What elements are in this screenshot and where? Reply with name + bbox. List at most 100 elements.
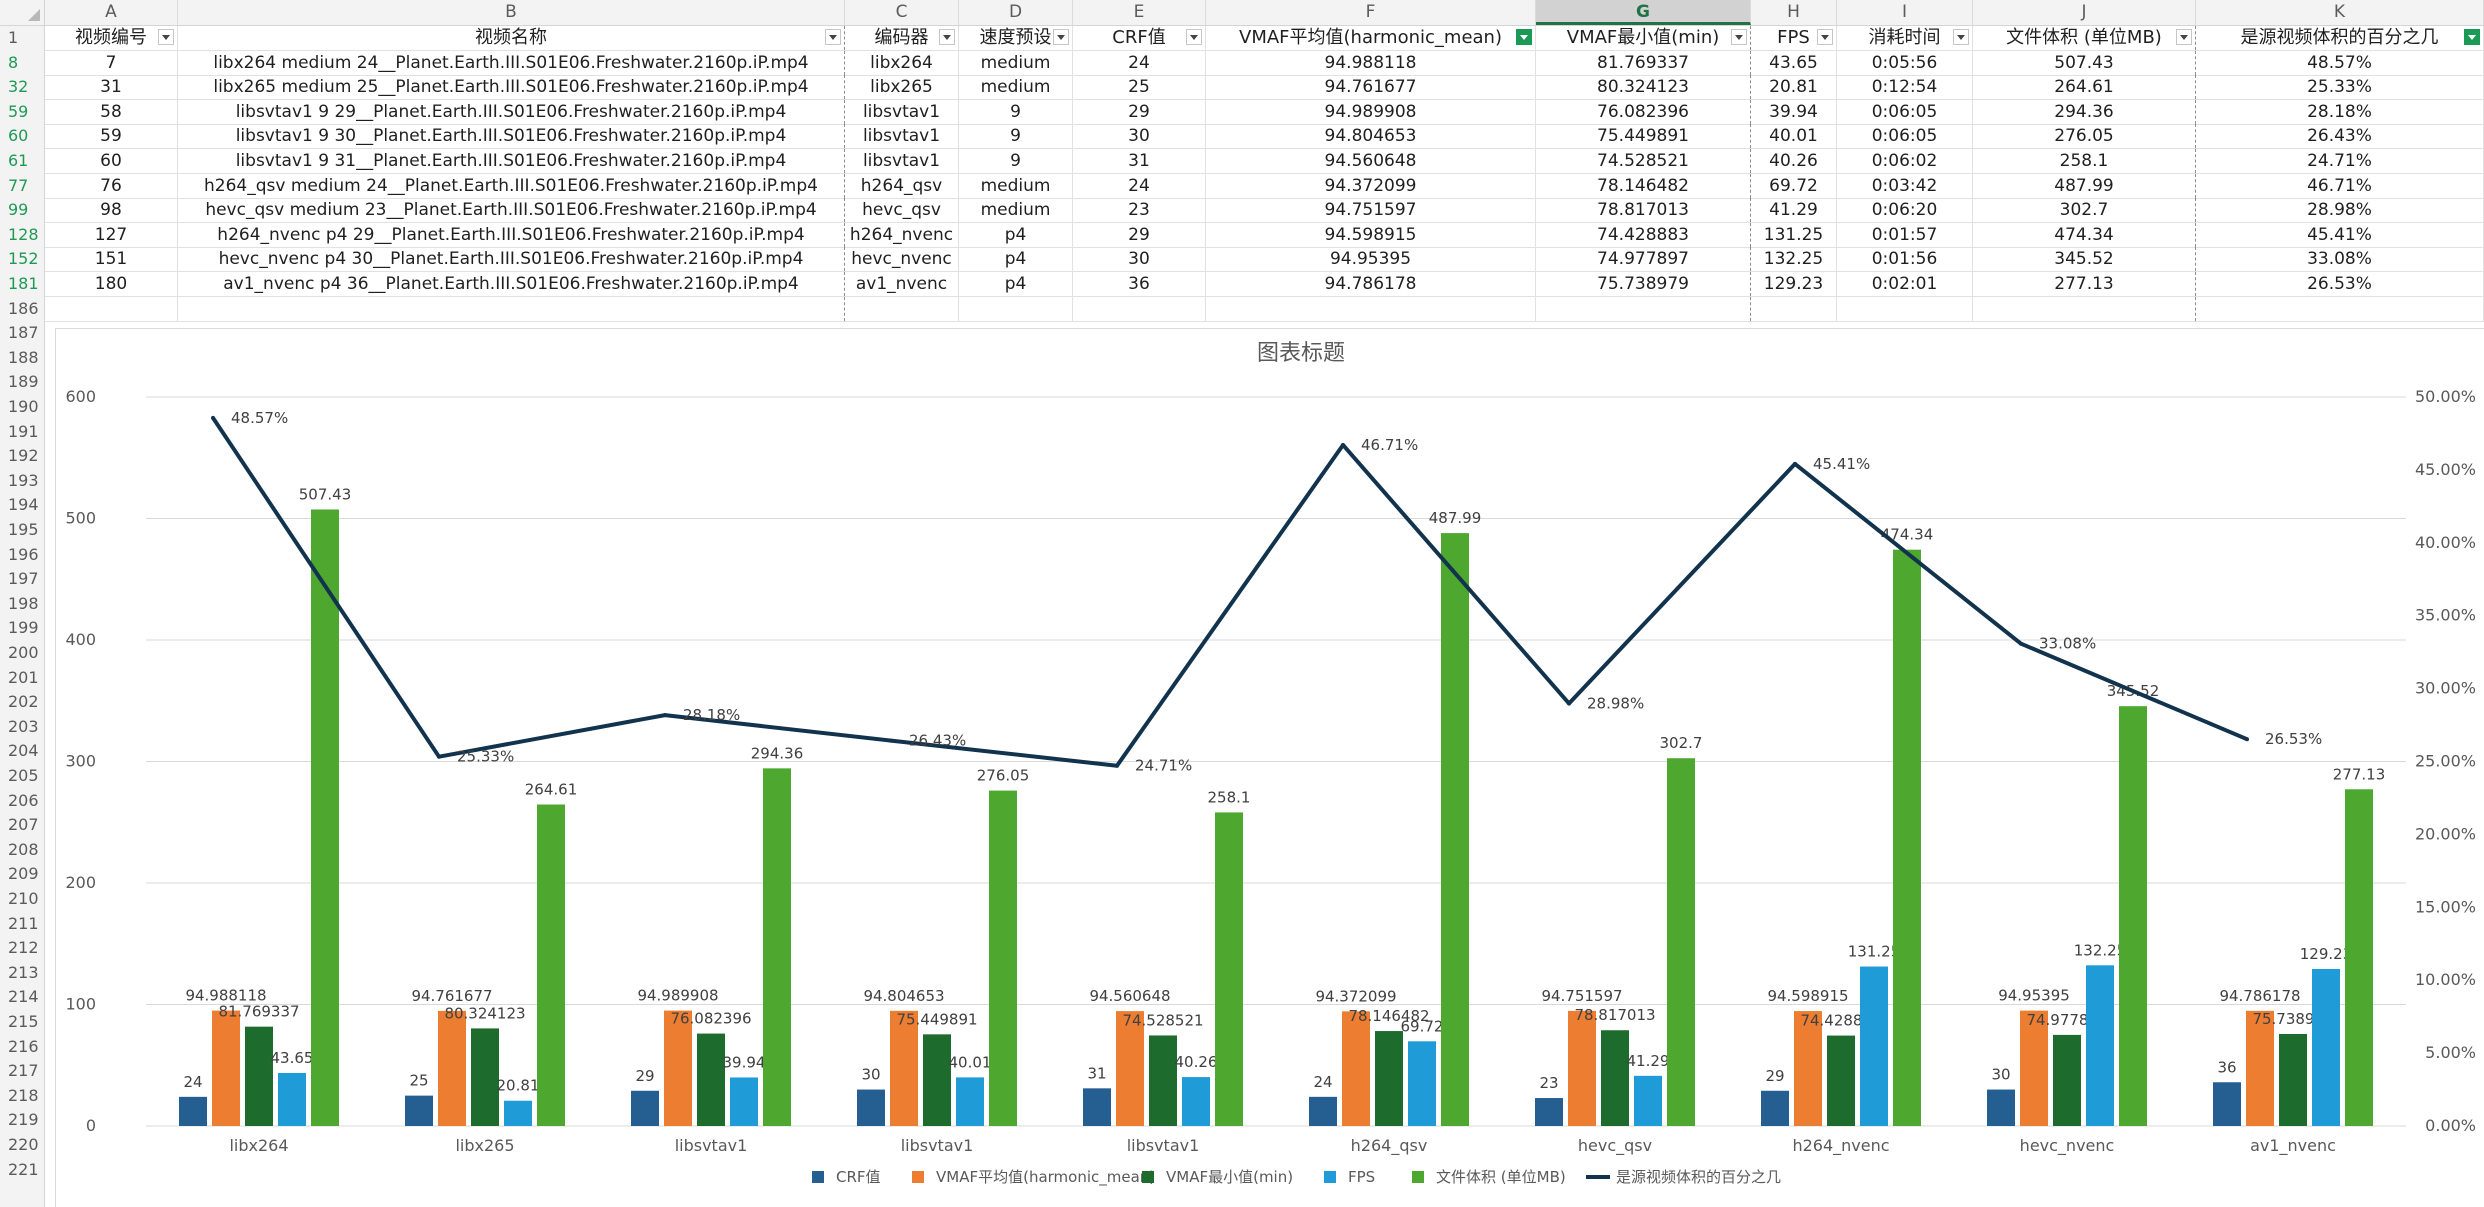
table-cell-g[interactable]: 76.082396: [1536, 99, 1751, 124]
row-header[interactable]: 204: [8, 741, 39, 761]
table-cell-a[interactable]: 7: [45, 50, 178, 75]
filter-dropdown-icon[interactable]: [1186, 29, 1202, 45]
table-cell-b[interactable]: hevc_nvenc p4 30__Planet.Earth.III.S01E0…: [178, 247, 845, 272]
row-header[interactable]: 213: [8, 962, 39, 982]
empty-cell[interactable]: [845, 296, 959, 321]
row-header[interactable]: 60: [8, 126, 29, 146]
table-cell-h[interactable]: 69.72: [1751, 173, 1837, 198]
column-header-d[interactable]: D: [959, 0, 1073, 25]
table-cell-g[interactable]: 75.449891: [1536, 124, 1751, 149]
column-header-b[interactable]: B: [178, 0, 845, 25]
row-header[interactable]: 206: [8, 790, 39, 810]
row-header[interactable]: 188: [8, 347, 39, 367]
table-cell-a[interactable]: 98: [45, 198, 178, 223]
table-cell-j[interactable]: 276.05: [1973, 124, 2196, 149]
row-header[interactable]: 216: [8, 1036, 39, 1056]
table-cell-d[interactable]: p4: [959, 222, 1073, 247]
table-cell-j[interactable]: 277.13: [1973, 272, 2196, 296]
empty-cell[interactable]: [1751, 296, 1837, 321]
header-cell-g[interactable]: VMAF最小值(min): [1536, 26, 1751, 50]
table-cell-d[interactable]: 9: [959, 99, 1073, 124]
column-header-h[interactable]: H: [1751, 0, 1837, 25]
table-cell-k[interactable]: 26.43%: [2196, 124, 2484, 149]
row-header[interactable]: 215: [8, 1012, 39, 1031]
table-cell-d[interactable]: medium: [959, 50, 1073, 75]
column-header-a[interactable]: A: [45, 0, 178, 25]
empty-cell[interactable]: [178, 296, 845, 321]
table-cell-e[interactable]: 29: [1073, 222, 1206, 247]
header-cell-j[interactable]: 文件体积 (单位MB): [1973, 26, 2196, 50]
table-cell-e[interactable]: 24: [1073, 50, 1206, 75]
table-cell-b[interactable]: libx264 medium 24__Planet.Earth.III.S01E…: [178, 50, 845, 75]
table-cell-i[interactable]: 0:06:05: [1837, 99, 1973, 124]
table-cell-e[interactable]: 23: [1073, 198, 1206, 223]
table-cell-i[interactable]: 0:05:56: [1837, 50, 1973, 75]
empty-cell[interactable]: [1837, 296, 1973, 321]
column-header-e[interactable]: E: [1073, 0, 1206, 25]
table-cell-h[interactable]: 131.25: [1751, 222, 1837, 247]
table-cell-e[interactable]: 36: [1073, 272, 1206, 296]
table-cell-i[interactable]: 0:03:42: [1837, 173, 1973, 198]
table-cell-k[interactable]: 33.08%: [2196, 247, 2484, 272]
row-header[interactable]: 61: [8, 151, 29, 170]
row-header[interactable]: 193: [8, 470, 39, 490]
empty-cell[interactable]: [1973, 296, 2196, 321]
table-cell-h[interactable]: 40.26: [1751, 149, 1837, 173]
row-header[interactable]: 195: [8, 520, 39, 539]
column-header-g[interactable]: G: [1536, 0, 1751, 25]
row-header[interactable]: 99: [8, 200, 29, 220]
table-cell-h[interactable]: 43.65: [1751, 50, 1837, 75]
table-cell-a[interactable]: 60: [45, 149, 178, 173]
column-header-i[interactable]: I: [1837, 0, 1973, 25]
column-header-f[interactable]: F: [1206, 0, 1536, 25]
table-cell-g[interactable]: 74.977897: [1536, 247, 1751, 272]
row-header[interactable]: 197: [8, 569, 39, 589]
header-cell-a[interactable]: 视频编号: [45, 26, 178, 50]
column-header-c[interactable]: C: [845, 0, 959, 25]
table-cell-j[interactable]: 294.36: [1973, 99, 2196, 124]
table-cell-f[interactable]: 94.95395: [1206, 247, 1536, 272]
row-header[interactable]: 59: [8, 101, 29, 121]
row-header[interactable]: 32: [8, 77, 29, 97]
table-cell-e[interactable]: 25: [1073, 75, 1206, 100]
table-cell-h[interactable]: 132.25: [1751, 247, 1837, 272]
row-header[interactable]: 219: [8, 1110, 39, 1130]
row-header[interactable]: 190: [8, 397, 39, 416]
row-header[interactable]: 211: [8, 913, 39, 933]
row-header[interactable]: 209: [8, 864, 39, 884]
filter-dropdown-icon[interactable]: [1053, 29, 1069, 45]
empty-cell[interactable]: [1206, 296, 1536, 321]
table-cell-i[interactable]: 0:06:05: [1837, 124, 1973, 149]
row-header[interactable]: 194: [8, 495, 39, 515]
table-cell-d[interactable]: medium: [959, 75, 1073, 100]
table-cell-i[interactable]: 0:06:20: [1837, 198, 1973, 223]
table-cell-c[interactable]: libsvtav1: [845, 124, 959, 149]
table-cell-c[interactable]: libsvtav1: [845, 99, 959, 124]
row-header[interactable]: 217: [8, 1061, 39, 1081]
row-header[interactable]: 198: [8, 593, 39, 613]
row-header[interactable]: 221: [8, 1159, 39, 1179]
table-cell-j[interactable]: 258.1: [1973, 149, 2196, 173]
table-cell-k[interactable]: 45.41%: [2196, 222, 2484, 247]
table-cell-h[interactable]: 20.81: [1751, 75, 1837, 100]
filter-dropdown-icon[interactable]: [1516, 29, 1532, 45]
header-cell-h[interactable]: FPS: [1751, 26, 1837, 50]
header-cell-k[interactable]: 是源视频体积的百分之几: [2196, 26, 2484, 50]
table-cell-j[interactable]: 474.34: [1973, 222, 2196, 247]
filter-dropdown-icon[interactable]: [1817, 29, 1833, 45]
table-cell-a[interactable]: 127: [45, 222, 178, 247]
filter-dropdown-icon[interactable]: [2176, 29, 2192, 45]
table-cell-c[interactable]: hevc_nvenc: [845, 247, 959, 272]
table-cell-k[interactable]: 24.71%: [2196, 149, 2484, 173]
row-header[interactable]: 196: [8, 544, 39, 564]
table-cell-e[interactable]: 24: [1073, 173, 1206, 198]
table-cell-i[interactable]: 0:01:57: [1837, 222, 1973, 247]
empty-cell[interactable]: [45, 296, 178, 321]
header-cell-c[interactable]: 编码器: [845, 26, 959, 50]
table-cell-f[interactable]: 94.372099: [1206, 173, 1536, 198]
table-cell-b[interactable]: h264_nvenc p4 29__Planet.Earth.III.S01E0…: [178, 222, 845, 247]
embedded-chart[interactable]: 图表标题 0 100 200 300 400 500 600 0.00% 5.00% 10.00% 1…: [55, 328, 2484, 1207]
table-cell-c[interactable]: libx265: [845, 75, 959, 100]
table-cell-d[interactable]: 9: [959, 124, 1073, 149]
table-cell-a[interactable]: 76: [45, 173, 178, 198]
